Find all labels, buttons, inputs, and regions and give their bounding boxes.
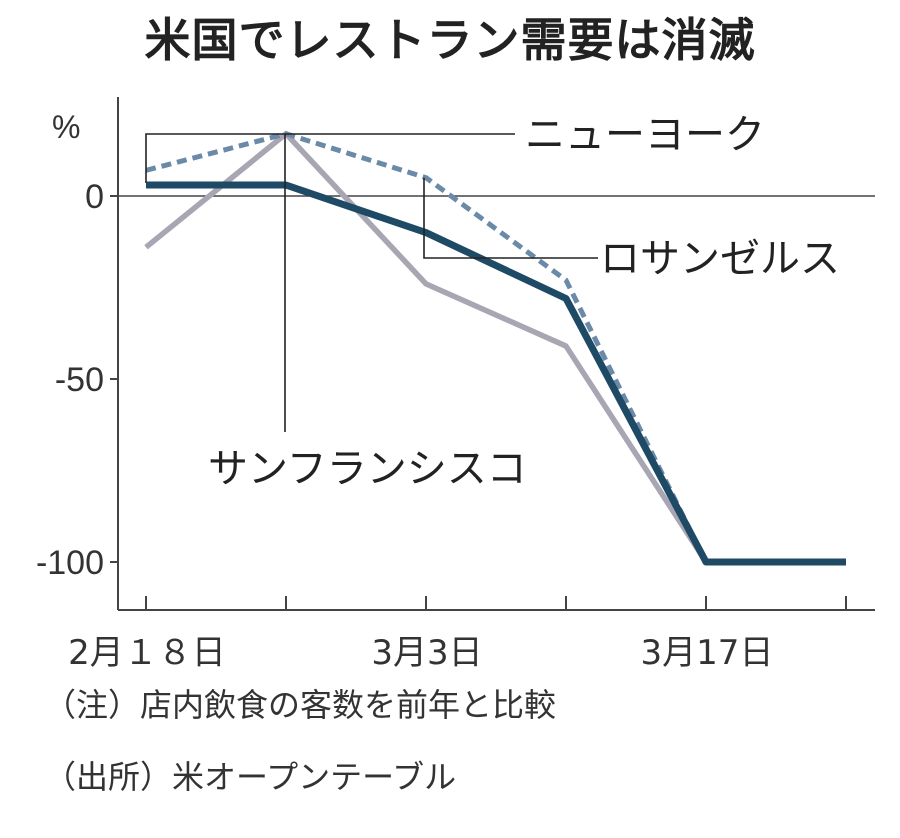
- series-label-san-francisco: サンフランシスコ: [208, 446, 527, 492]
- y-tick-label: -100: [36, 544, 104, 582]
- x-tick-label: 3月3日: [371, 633, 482, 673]
- y-tick-label: -50: [55, 361, 104, 399]
- series-label-new-york: ニューヨーク: [525, 112, 765, 158]
- callout-line: [145, 133, 515, 184]
- series-line: [145, 131, 846, 565]
- chart-source: （出所）米オープンテーブル: [44, 758, 457, 796]
- y-unit-label: %: [52, 109, 80, 145]
- series-line: [144, 131, 846, 565]
- series-line: [146, 181, 846, 566]
- x-tick-label: 3月17日: [641, 633, 774, 673]
- callout-line: [423, 177, 598, 259]
- line-chart: % 0 -50 -100 2月１８日 3月3日 3月17日 ニューヨークロサンゼルスサンフ…: [36, 97, 875, 673]
- axes: [117, 97, 875, 611]
- x-tick-label: 2月１８日: [68, 633, 226, 673]
- chart-note: （注）店内飲食の客数を前年と比較: [44, 686, 557, 724]
- y-tick-label: 0: [85, 178, 104, 216]
- series-lines: [144, 131, 846, 566]
- series-label-los-angeles: ロサンゼルス: [600, 236, 840, 282]
- chart-title: 米国でレストラン需要は消滅: [144, 13, 756, 67]
- ticks: 0 -50 -100 2月１８日 3月3日 3月17日: [36, 178, 847, 673]
